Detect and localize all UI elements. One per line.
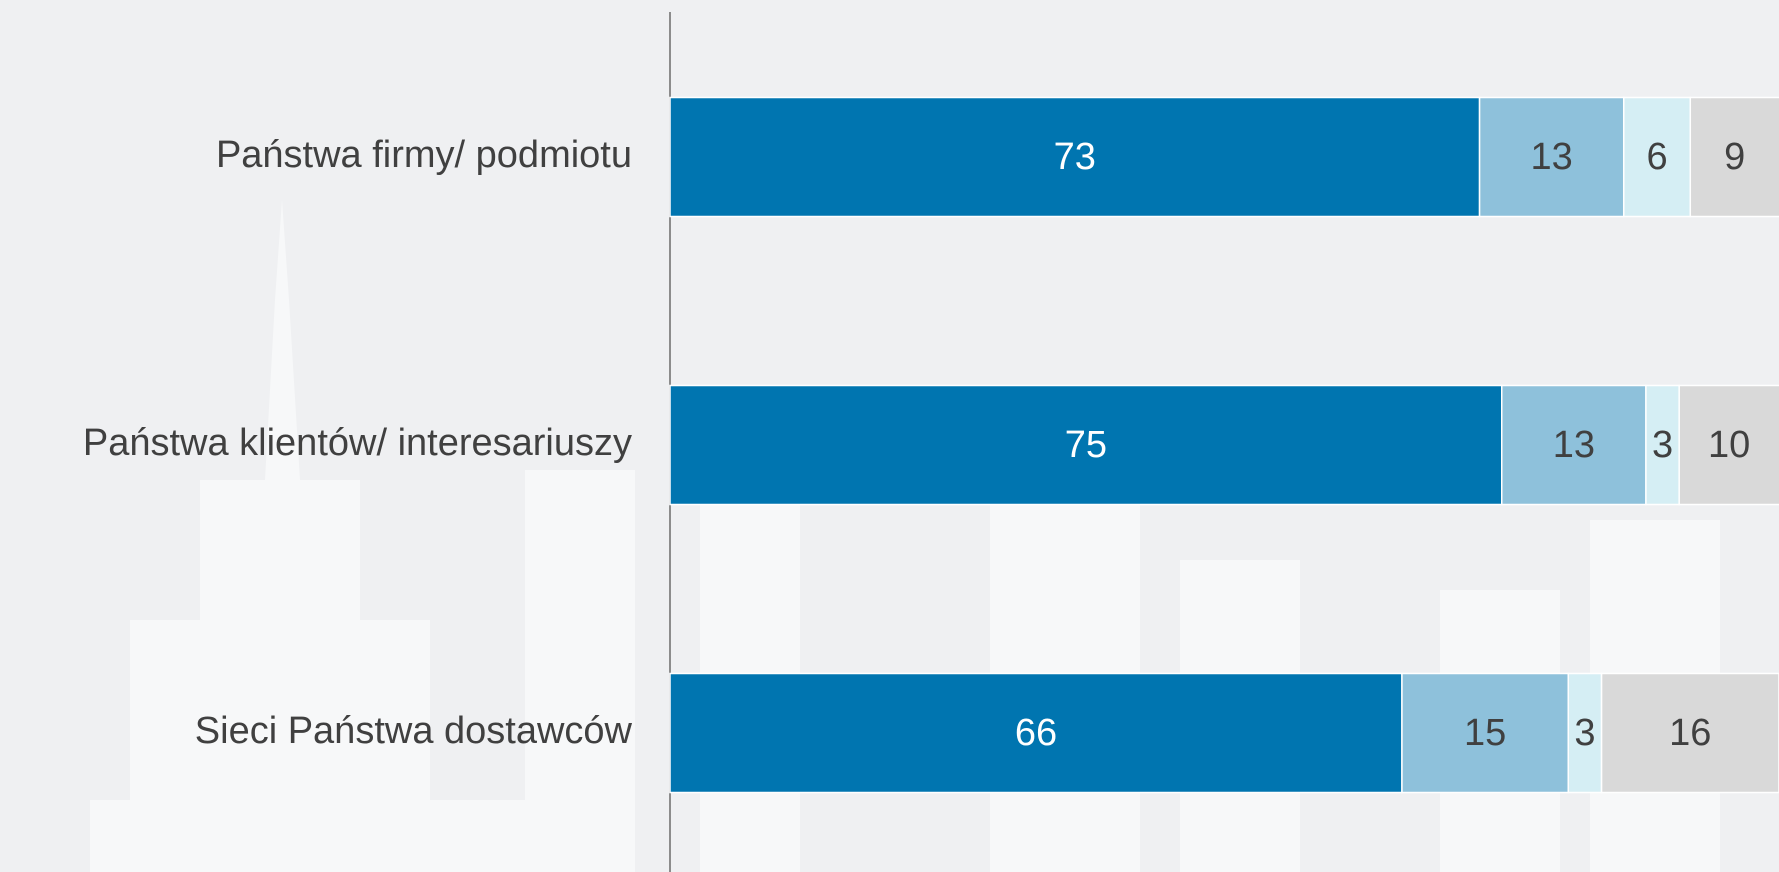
data-label: 15 bbox=[1464, 712, 1506, 754]
data-label: 13 bbox=[1531, 136, 1573, 178]
data-label: 6 bbox=[1646, 136, 1667, 178]
page: Państwa firmy/ podmiotu 73 13 6 9 Państwa kli… bbox=[0, 0, 1779, 872]
data-label: 75 bbox=[1065, 424, 1107, 466]
data-label: 16 bbox=[1669, 712, 1711, 754]
data-label: 3 bbox=[1652, 424, 1673, 466]
data-label: 66 bbox=[1015, 712, 1057, 754]
data-label: 13 bbox=[1553, 424, 1595, 466]
data-label: 73 bbox=[1054, 136, 1096, 178]
chart: Państwa firmy/ podmiotu 73 13 6 9 Państwa kli… bbox=[0, 0, 1779, 872]
y-tick-label: Państwa klientów/ interesariuszy bbox=[83, 422, 632, 464]
y-tick-label: Sieci Państwa dostawców bbox=[195, 710, 633, 752]
data-label: 3 bbox=[1574, 712, 1595, 754]
data-label: 10 bbox=[1708, 424, 1750, 466]
y-tick-label: Państwa firmy/ podmiotu bbox=[216, 134, 632, 176]
data-label: 9 bbox=[1724, 136, 1745, 178]
